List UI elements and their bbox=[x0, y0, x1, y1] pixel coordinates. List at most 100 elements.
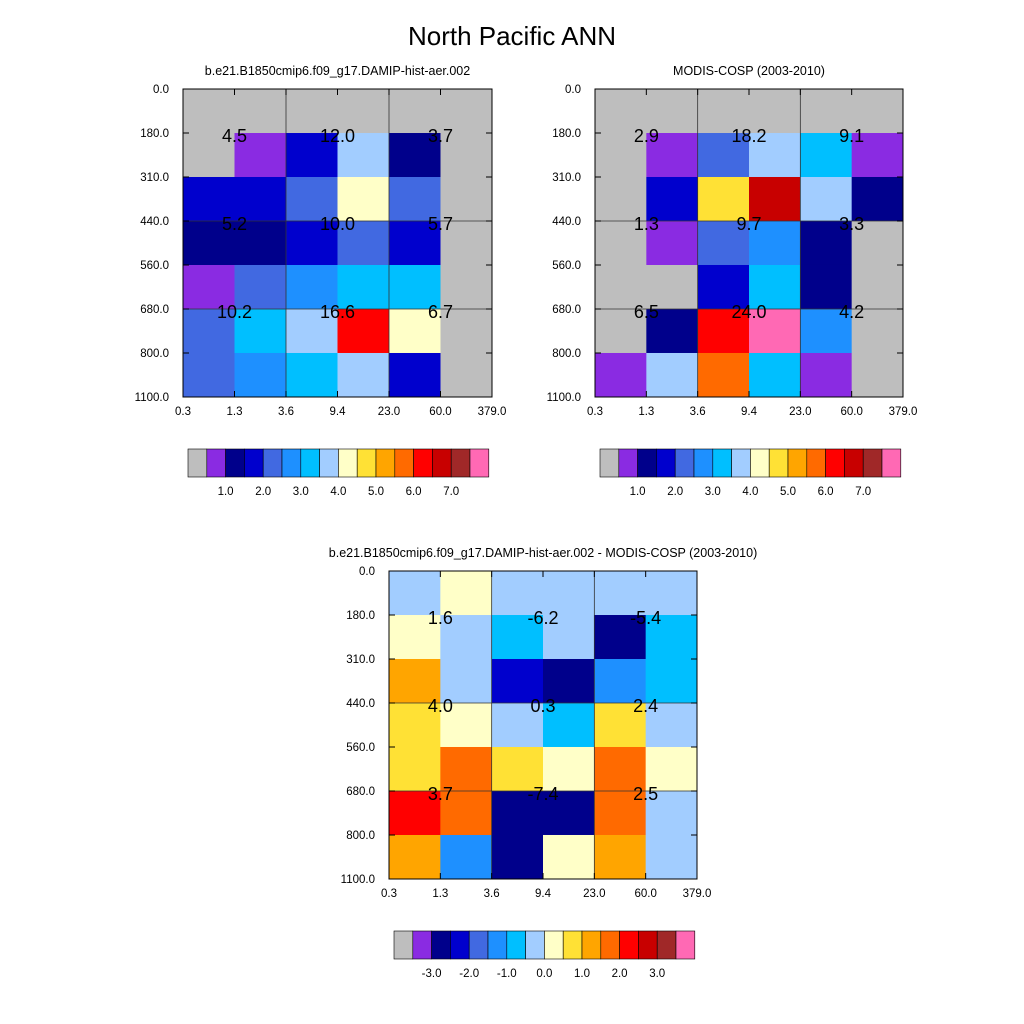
colorbar-label: 2.0 bbox=[667, 486, 683, 498]
panel-title: MODIS-COSP (2003-2010) bbox=[673, 64, 825, 78]
heatmap-cell bbox=[594, 703, 647, 748]
colorbar-swatch bbox=[487, 930, 508, 960]
figure-title: North Pacific ANN bbox=[408, 21, 616, 51]
colorbar-label: 4.0 bbox=[330, 486, 346, 498]
cell-value-label: 18.2 bbox=[731, 126, 766, 146]
heatmap-cell bbox=[646, 352, 699, 398]
cell-value-label: 9.1 bbox=[839, 126, 864, 146]
colorbar-swatch bbox=[619, 930, 639, 960]
heatmap-cell bbox=[645, 658, 698, 704]
heatmap-cell bbox=[851, 176, 904, 222]
colorbar-label: -2.0 bbox=[459, 968, 479, 980]
heatmap-cell bbox=[183, 221, 235, 266]
y-tick-label: 310.0 bbox=[346, 654, 375, 666]
heatmap-cell bbox=[491, 571, 544, 616]
panel-observations: 0.3 1.3 3.6 9.4 23.0 60.0 379.0 0.0 180.0 310.0 44… bbox=[547, 64, 918, 498]
heatmap-cell bbox=[697, 176, 750, 222]
x-tick-label: 60.0 bbox=[634, 888, 656, 900]
colorbar-label: 1.0 bbox=[574, 968, 590, 980]
x-tick-label: 23.0 bbox=[789, 406, 811, 418]
colorbar-swatch bbox=[338, 448, 358, 478]
x-tick-label: 0.3 bbox=[381, 888, 397, 900]
colorbar-swatch bbox=[187, 448, 208, 478]
colorbar-swatch bbox=[412, 930, 432, 960]
colorbar-label: 2.0 bbox=[255, 486, 271, 498]
heatmap-cell bbox=[337, 176, 390, 222]
heatmap-cell bbox=[595, 89, 647, 134]
heatmap-cell bbox=[800, 221, 853, 266]
heatmap-cell bbox=[646, 133, 699, 178]
cell-value-label: 1.3 bbox=[634, 214, 659, 234]
colorbar-swatch bbox=[581, 930, 602, 960]
heatmap-cell bbox=[594, 746, 647, 792]
colorbar-swatch bbox=[506, 930, 526, 960]
heatmap-cell bbox=[646, 176, 699, 222]
heatmap-cell bbox=[491, 791, 544, 836]
colorbar-swatch bbox=[468, 930, 489, 960]
heatmap-cell bbox=[234, 309, 287, 354]
colorbar-label: 6.0 bbox=[406, 486, 422, 498]
heatmap-cell bbox=[440, 658, 493, 704]
heatmap-cell bbox=[491, 834, 544, 880]
heatmap-cell bbox=[286, 133, 338, 178]
colorbar-swatch bbox=[393, 930, 414, 960]
heatmap-cell bbox=[800, 176, 853, 222]
heatmap-cell bbox=[337, 133, 390, 178]
heatmap-cell bbox=[697, 89, 750, 134]
heatmap-cell bbox=[234, 264, 287, 310]
heatmap-cell bbox=[337, 264, 390, 310]
x-tick-label: 60.0 bbox=[840, 406, 862, 418]
heatmap-cell bbox=[800, 264, 853, 310]
x-tick-label: 0.3 bbox=[175, 406, 191, 418]
heatmap-cell bbox=[594, 834, 647, 880]
colorbar-label: 7.0 bbox=[443, 486, 459, 498]
x-tick-label: 9.4 bbox=[535, 888, 552, 900]
x-tick-label: 3.6 bbox=[690, 406, 706, 418]
colorbar-swatch bbox=[675, 930, 696, 960]
y-tick-label: 0.0 bbox=[359, 566, 375, 578]
heatmap-cell bbox=[440, 133, 493, 178]
cell-value-label: 0.3 bbox=[530, 696, 555, 716]
heatmap-cell bbox=[851, 264, 904, 310]
colorbar-swatch bbox=[206, 448, 226, 478]
heatmap-cell bbox=[183, 309, 235, 354]
y-tick-label: 180.0 bbox=[552, 128, 581, 140]
colorbar-swatch bbox=[431, 930, 451, 960]
heatmap-cell bbox=[543, 615, 595, 660]
colorbar-swatch bbox=[394, 448, 414, 478]
cell-value-label: 10.0 bbox=[320, 214, 355, 234]
heatmap-cell bbox=[440, 571, 493, 616]
colorbar-swatch bbox=[618, 448, 638, 478]
heatmap-cell bbox=[543, 834, 595, 880]
colorbar-swatch bbox=[825, 448, 845, 478]
x-tick-label: 23.0 bbox=[583, 888, 605, 900]
x-tick-label: 379.0 bbox=[889, 406, 918, 418]
heatmap-cell bbox=[645, 571, 698, 616]
colorbar-label: -3.0 bbox=[422, 968, 442, 980]
heatmap-cell bbox=[440, 746, 493, 792]
colorbar-swatch bbox=[656, 448, 676, 478]
heatmap-cell bbox=[440, 352, 493, 398]
heatmap-cell bbox=[440, 615, 493, 660]
x-tick-label: 9.4 bbox=[330, 406, 347, 418]
heatmap-cell bbox=[440, 309, 493, 354]
heatmap-cell bbox=[645, 703, 698, 748]
x-tick-label: 3.6 bbox=[484, 888, 500, 900]
colorbar-swatch bbox=[731, 448, 751, 478]
cell-value-label: 1.6 bbox=[428, 608, 453, 628]
heatmap-cell bbox=[183, 264, 235, 310]
heatmap-cell bbox=[440, 176, 493, 222]
cell-value-label: 2.4 bbox=[633, 696, 658, 716]
heatmap-cell bbox=[389, 571, 441, 616]
cell-value-label: 3.3 bbox=[839, 214, 864, 234]
colorbar-swatch bbox=[638, 930, 658, 960]
heatmap-cell bbox=[183, 352, 235, 398]
heatmap-cell bbox=[389, 703, 441, 748]
heatmap-cell bbox=[749, 89, 801, 134]
heatmap-cell bbox=[594, 615, 647, 660]
heatmap-cell bbox=[183, 89, 235, 134]
heatmap-cell bbox=[337, 89, 390, 134]
heatmap-cell bbox=[595, 176, 647, 222]
heatmap-cell bbox=[646, 221, 699, 266]
heatmap-cell bbox=[286, 352, 338, 398]
